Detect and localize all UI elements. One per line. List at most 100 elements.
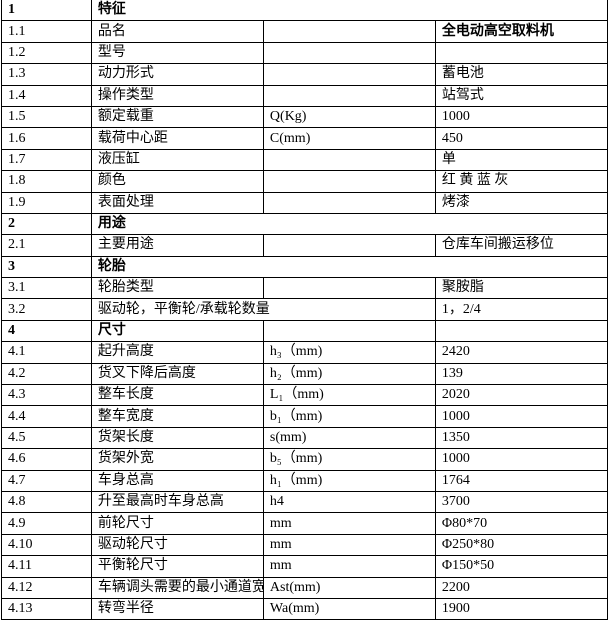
item-value: 1350 — [434, 426, 609, 450]
item-value: 烤漆 — [434, 191, 609, 214]
table-row: 1.5 额定载重 Q(Kg) 1000 — [1, 105, 609, 129]
item-value: 2020 — [434, 384, 609, 407]
item-name: 载荷中心距 — [90, 127, 264, 150]
item-name: 品名 — [90, 20, 264, 43]
item-value: Φ250*80 — [434, 533, 609, 557]
item-name: 起升高度 — [90, 341, 264, 364]
row-number: 4.5 — [1, 426, 92, 450]
item-unit — [262, 191, 436, 214]
row-number: 3.2 — [1, 298, 92, 321]
row-number: 4.8 — [1, 490, 92, 514]
row-number: 4.11 — [1, 555, 92, 578]
table-row: 1.4 操作类型 站驾式 — [1, 84, 609, 107]
item-unit: s(mm) — [262, 426, 436, 450]
item-unit: h₂（mm) — [262, 362, 436, 386]
table-row: 4.12 车辆调头需要的最小通道宽度 Ast(mm) 2200 — [1, 576, 609, 599]
row-number: 1.9 — [1, 191, 92, 214]
table-row: 4.11 平衡轮尺寸 mm Φ150*50 — [1, 555, 609, 578]
item-name: 表面处理 — [90, 191, 264, 214]
row-number: 1 — [1, 0, 92, 22]
item-value: 聚胺脂 — [434, 277, 609, 300]
section-title: 轮胎 — [90, 255, 609, 279]
item-value: 单 — [434, 148, 609, 172]
row-number: 1.2 — [1, 41, 92, 65]
item-unit — [262, 170, 436, 193]
item-name: 货架外宽 — [90, 448, 264, 471]
row-number: 4.10 — [1, 533, 92, 557]
item-unit — [262, 234, 436, 257]
row-number: 1.4 — [1, 84, 92, 107]
item-name: 动力形式 — [90, 63, 264, 86]
item-name: 额定载重 — [90, 105, 264, 129]
row-number: 4 — [1, 319, 92, 343]
table-row: 4.1 起升高度 h₃（mm) 2420 — [1, 341, 609, 364]
table-row: 3.2 驱动轮，平衡轮/承载轮数量 1，2/4 — [1, 298, 609, 321]
item-name: 型号 — [90, 41, 264, 65]
table-row: 4.13 转弯半径 Wa(mm) 1900 — [1, 597, 609, 621]
item-unit: h4 — [262, 490, 436, 514]
table-row: 4.7 车身总高 h₁（mm) 1764 — [1, 469, 609, 492]
item-unit: L₁（mm) — [262, 384, 436, 407]
value-cell — [434, 319, 609, 343]
item-unit — [262, 277, 436, 300]
item-unit — [262, 84, 436, 107]
table-row: 4.6 货架外宽 b₅（mm) 1000 — [1, 448, 609, 471]
item-unit — [262, 20, 436, 43]
table-row: 1.6 载荷中心距 C(mm) 450 — [1, 127, 609, 150]
row-number: 2 — [1, 212, 92, 236]
row-number: 1.5 — [1, 105, 92, 129]
item-value: 蓄电池 — [434, 63, 609, 86]
item-unit: b₅（mm) — [262, 448, 436, 471]
unit-cell — [262, 319, 436, 343]
item-value: 2200 — [434, 576, 609, 599]
item-unit: mm — [262, 512, 436, 535]
row-number: 3.1 — [1, 277, 92, 300]
item-value: 站驾式 — [434, 84, 609, 107]
item-name: 操作类型 — [90, 84, 264, 107]
section-row: 2 用途 — [1, 212, 609, 236]
item-value: Φ150*50 — [434, 555, 609, 578]
item-name: 升至最高时车身总高 — [90, 490, 264, 514]
item-value: 139 — [434, 362, 609, 386]
item-value: Φ80*70 — [434, 512, 609, 535]
section-title: 尺寸 — [90, 319, 264, 343]
item-value: 3700 — [434, 490, 609, 514]
item-value: 1000 — [434, 448, 609, 471]
item-value: 1764 — [434, 469, 609, 492]
item-unit — [262, 148, 436, 172]
item-value: 红 黄 蓝 灰 — [434, 170, 609, 193]
table-row: 4.9 前轮尺寸 mm Φ80*70 — [1, 512, 609, 535]
table-row: 1.3 动力形式 蓄电池 — [1, 63, 609, 86]
row-number: 1.1 — [1, 20, 92, 43]
table-row: 1.8 颜色 红 黄 蓝 灰 — [1, 170, 609, 193]
section-title: 用途 — [90, 212, 609, 236]
item-unit: C(mm) — [262, 127, 436, 150]
item-name: 车辆调头需要的最小通道宽度 — [90, 576, 264, 599]
row-number: 4.2 — [1, 362, 92, 386]
row-number: 1.7 — [1, 148, 92, 172]
item-value — [434, 41, 609, 65]
item-value: 1900 — [434, 597, 609, 621]
row-number: 4.13 — [1, 597, 92, 621]
item-unit — [262, 63, 436, 86]
row-number: 2.1 — [1, 234, 92, 257]
table-row: 4.2 货叉下降后高度 h₂（mm) 139 — [1, 362, 609, 386]
item-unit: mm — [262, 533, 436, 557]
item-name: 驱动轮，平衡轮/承载轮数量 — [90, 298, 436, 321]
item-unit — [262, 41, 436, 65]
row-number: 4.7 — [1, 469, 92, 492]
row-number: 4.3 — [1, 384, 92, 407]
row-number: 4.4 — [1, 405, 92, 428]
item-unit: mm — [262, 555, 436, 578]
item-unit: b₁（mm) — [262, 405, 436, 428]
item-name: 颜色 — [90, 170, 264, 193]
item-value: 1000 — [434, 105, 609, 129]
table-row: 4.10 驱动轮尺寸 mm Φ250*80 — [1, 533, 609, 557]
section-title: 特征 — [90, 0, 609, 22]
item-unit: Wa(mm) — [262, 597, 436, 621]
item-value: 1，2/4 — [434, 298, 609, 321]
table-row: 4.5 货架长度 s(mm) 1350 — [1, 426, 609, 450]
table-row: 3.1 轮胎类型 聚胺脂 — [1, 277, 609, 300]
